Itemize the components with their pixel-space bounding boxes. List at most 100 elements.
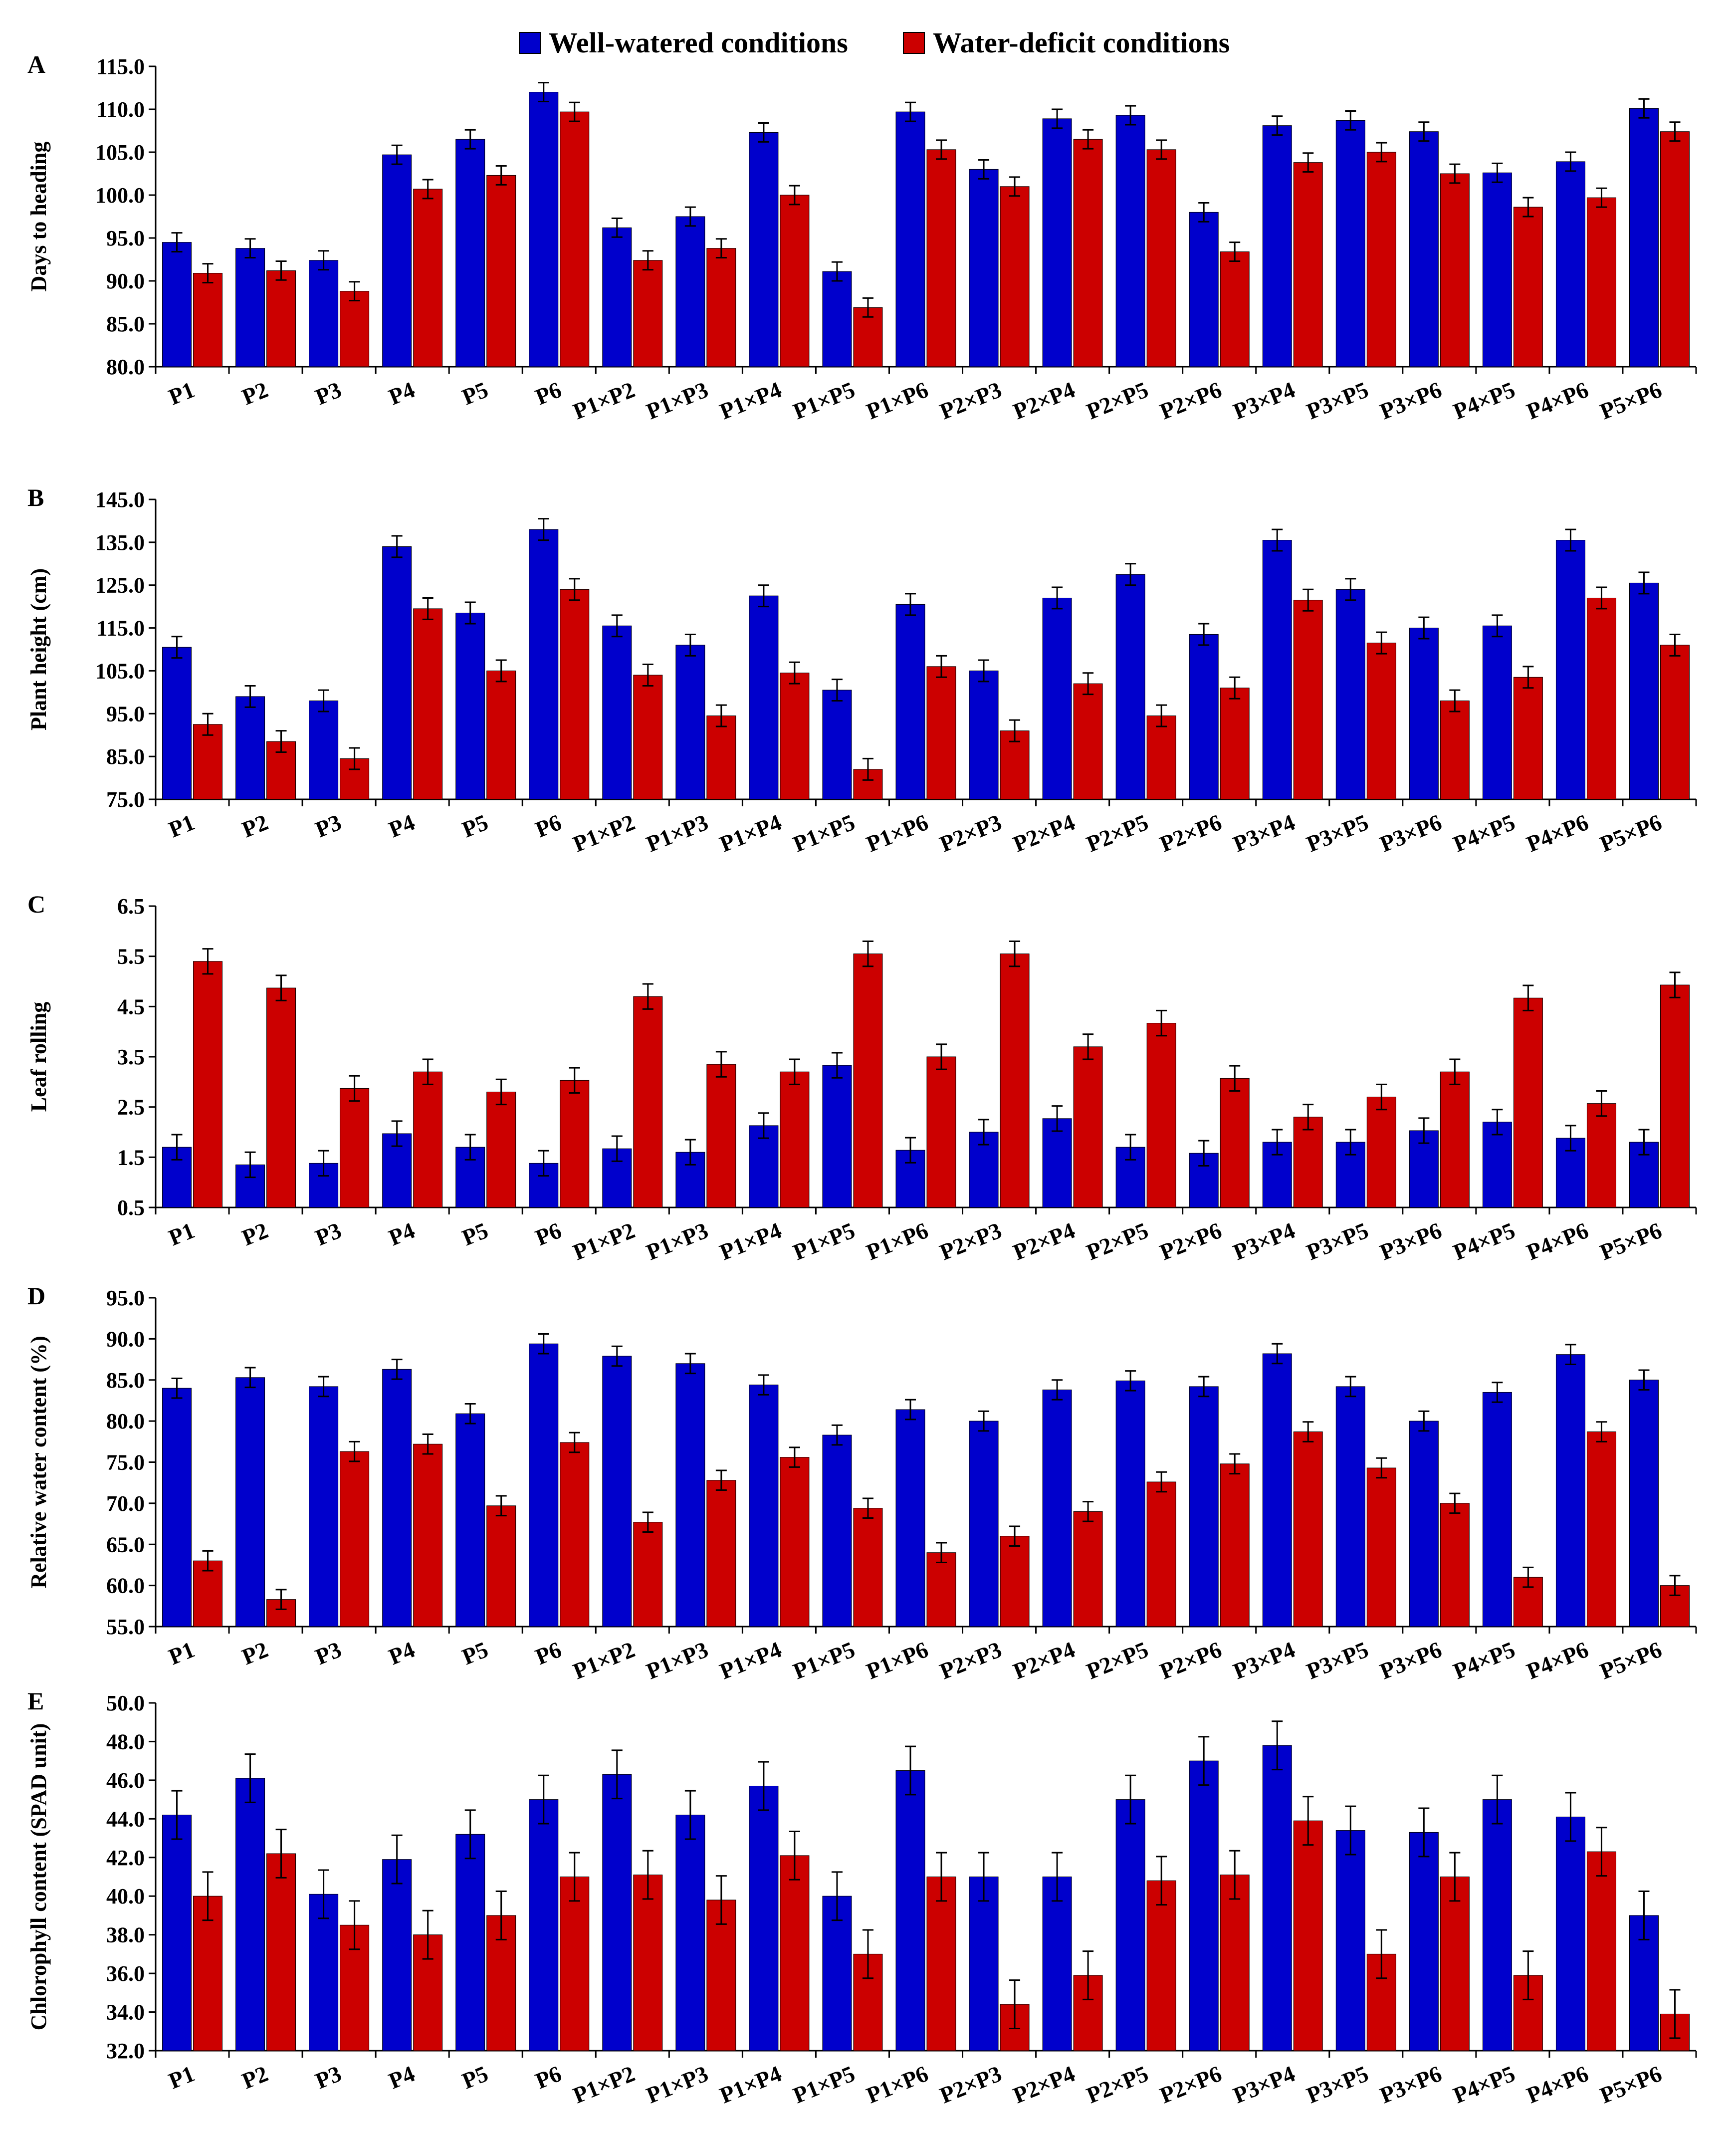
panel-letter-a: A bbox=[27, 50, 46, 78]
bar-water-deficit bbox=[1586, 597, 1616, 800]
bar-well-watered bbox=[895, 111, 925, 367]
bar-water-deficit bbox=[1000, 186, 1030, 367]
bar-water-deficit bbox=[1293, 162, 1323, 367]
legend-label-water-deficit: Water-deficit conditions bbox=[932, 26, 1230, 59]
bar-water-deficit bbox=[193, 273, 223, 367]
x-tick-label: P2×P5 bbox=[1083, 1217, 1152, 1265]
y-tick-label: 50.0 bbox=[106, 1691, 145, 1715]
x-tick-label: P3×P6 bbox=[1376, 377, 1445, 424]
bar-well-watered bbox=[969, 1421, 999, 1627]
bar-well-watered bbox=[309, 260, 339, 367]
bar-water-deficit bbox=[1513, 207, 1543, 367]
bar-well-watered bbox=[529, 1799, 559, 2051]
bar-well-watered bbox=[602, 1356, 632, 1627]
bar-water-deficit bbox=[1220, 1078, 1250, 1208]
y-axis-title: Plant height (cm) bbox=[26, 568, 51, 730]
bar-well-watered bbox=[1262, 1745, 1292, 2051]
bar-water-deficit bbox=[1366, 643, 1396, 800]
chart-panel-a: 80.0 85.0 90.0 95.0 100.0 105.0 110.0 115.0 Days… bbox=[26, 54, 1697, 424]
bar-well-watered bbox=[455, 1413, 485, 1627]
bar-well-watered bbox=[1482, 1392, 1512, 1627]
x-tick-label: P3×P5 bbox=[1303, 1217, 1372, 1265]
x-tick-label: P3 bbox=[312, 377, 345, 410]
bar-well-watered bbox=[822, 1434, 852, 1627]
y-tick-label: 44.0 bbox=[106, 1807, 145, 1831]
bar-water-deficit bbox=[853, 1508, 883, 1627]
bar-water-deficit bbox=[706, 248, 736, 367]
bar-water-deficit bbox=[1440, 1877, 1470, 2051]
bar-water-deficit bbox=[1146, 1880, 1176, 2051]
bar-well-watered bbox=[1482, 625, 1512, 800]
x-tick-label: P5 bbox=[458, 377, 491, 410]
x-tick-label: P4×P6 bbox=[1523, 809, 1592, 857]
y-tick-label: 85.0 bbox=[106, 1368, 145, 1393]
x-tick-label: P2×P3 bbox=[936, 809, 1005, 857]
chart-panel-c: 0.5 1.5 2.5 3.5 4.5 5.5 6.5 Leaf rolling P1 P2 P3 P… bbox=[26, 894, 1697, 1265]
bar-water-deficit bbox=[560, 1080, 590, 1208]
y-tick-label: 70.0 bbox=[106, 1491, 145, 1516]
bar-well-watered bbox=[602, 227, 632, 367]
x-tick-label: P4×P5 bbox=[1450, 1217, 1519, 1265]
bar-well-watered bbox=[749, 1385, 779, 1627]
x-tick-label: P6 bbox=[532, 809, 565, 842]
x-tick-label: P1 bbox=[165, 377, 198, 410]
bar-well-watered bbox=[309, 1894, 339, 2051]
x-tick-label: P4×P6 bbox=[1523, 1217, 1592, 1265]
y-axis-title: Relative water content (%) bbox=[26, 1336, 51, 1588]
bar-water-deficit bbox=[633, 996, 663, 1208]
bar-well-watered bbox=[602, 625, 632, 800]
x-tick-label: P1×P5 bbox=[790, 809, 859, 857]
bar-water-deficit bbox=[780, 1457, 810, 1627]
bar-water-deficit bbox=[486, 175, 516, 367]
bar-water-deficit bbox=[926, 1056, 956, 1208]
y-tick-label: 85.0 bbox=[106, 744, 145, 769]
x-tick-label: P1×P2 bbox=[569, 1217, 638, 1265]
bar-well-watered bbox=[1042, 118, 1072, 367]
bar-water-deficit bbox=[1146, 1023, 1176, 1208]
x-tick-label: P6 bbox=[532, 2061, 565, 2094]
bar-well-watered bbox=[1262, 1353, 1292, 1627]
bar-well-watered bbox=[235, 248, 265, 367]
bar-well-watered bbox=[1409, 1832, 1439, 2051]
y-tick-label: 36.0 bbox=[106, 1961, 145, 1986]
bar-water-deficit bbox=[1220, 251, 1250, 367]
y-tick-label: 125.0 bbox=[95, 573, 145, 598]
x-tick-label: P3×P4 bbox=[1230, 809, 1299, 857]
y-tick-label: 55.0 bbox=[106, 1615, 145, 1639]
bar-water-deficit bbox=[780, 195, 810, 367]
x-tick-label: P1×P6 bbox=[863, 2061, 932, 2108]
bar-well-watered bbox=[895, 1770, 925, 2051]
bar-water-deficit bbox=[193, 1560, 223, 1627]
bar-water-deficit bbox=[1073, 1046, 1103, 1208]
x-tick-label: P4×P6 bbox=[1523, 2061, 1592, 2108]
bar-water-deficit bbox=[340, 291, 370, 367]
bar-well-watered bbox=[749, 1786, 779, 2051]
x-tick-label: P3×P6 bbox=[1376, 2061, 1445, 2108]
bar-water-deficit bbox=[193, 724, 223, 800]
x-tick-label: P1×P3 bbox=[643, 377, 711, 424]
x-tick-label: P2×P4 bbox=[1010, 809, 1079, 857]
bar-well-watered bbox=[1629, 582, 1659, 800]
bar-well-watered bbox=[675, 1363, 705, 1627]
x-tick-label: P3×P5 bbox=[1303, 1637, 1372, 1684]
y-tick-label: 80.0 bbox=[106, 1409, 145, 1433]
bar-well-watered bbox=[1262, 540, 1292, 800]
y-tick-label: 75.0 bbox=[106, 787, 145, 812]
bar-well-watered bbox=[749, 595, 779, 800]
x-tick-label: P5 bbox=[458, 1217, 491, 1250]
legend-label-well-watered: Well-watered conditions bbox=[549, 26, 848, 59]
x-tick-label: P5×P6 bbox=[1596, 1217, 1665, 1265]
bar-water-deficit bbox=[413, 608, 443, 800]
bar-well-watered bbox=[162, 647, 192, 800]
bar-water-deficit bbox=[486, 670, 516, 800]
bar-water-deficit bbox=[560, 111, 590, 367]
bar-water-deficit bbox=[1660, 131, 1690, 367]
bar-well-watered bbox=[749, 1125, 779, 1208]
x-tick-label: P1×P4 bbox=[716, 2061, 785, 2108]
bar-well-watered bbox=[1189, 1386, 1219, 1627]
x-tick-label: P2×P5 bbox=[1083, 377, 1152, 424]
x-tick-label: P5 bbox=[458, 1637, 491, 1669]
bar-well-watered bbox=[235, 696, 265, 800]
bar-water-deficit bbox=[1586, 1103, 1616, 1208]
bar-well-watered bbox=[529, 92, 559, 367]
